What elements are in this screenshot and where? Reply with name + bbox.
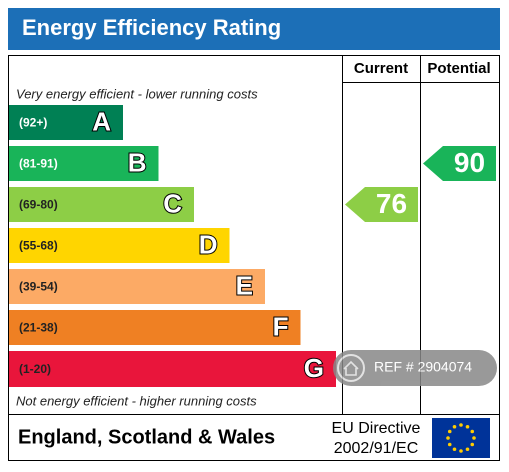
band [9,351,336,387]
rating-value: 76 [376,188,407,219]
title-bar [8,8,500,50]
band [9,187,194,222]
flag-star [452,447,457,452]
bottom-note: Not energy efficient - higher running co… [16,393,257,408]
band-letter: C [163,188,182,218]
frame [8,55,500,461]
flag-star [459,423,463,427]
directive: 2002/91/EC [334,440,419,457]
watermark-icon [337,354,365,382]
watermark-icon [343,360,359,376]
rating-arrow [423,146,496,181]
band-letter: D [199,229,218,259]
band-range: (55-68) [19,239,58,253]
region: England, Scotland & Wales [18,426,275,448]
band [9,228,230,263]
band-letter: E [236,270,253,300]
band-range: (39-54) [19,280,58,294]
watermark-pill [333,350,497,386]
flag-star [465,424,470,429]
rating-value: 90 [454,147,485,178]
band-range: (21-38) [19,321,58,335]
band [9,269,265,304]
flag-star [459,449,463,453]
flag-star [447,442,452,447]
flag-star [470,429,475,434]
band [9,146,159,181]
flag-star [447,429,452,434]
watermark: REF # 2904074 [333,350,497,386]
band-letter: A [92,106,111,136]
band-range: (92+) [19,116,47,130]
column-header: Current [354,60,408,77]
band-range: (69-80) [19,198,58,212]
rating-arrow [345,187,418,222]
watermark-text: REF # 2904074 [374,359,472,375]
flag-star [446,436,450,440]
band [9,310,301,345]
directive: EU Directive [332,420,421,437]
top-note: Very energy efficient - lower running co… [16,86,258,101]
flag-star [472,436,476,440]
title: Energy Efficiency Rating [22,15,281,40]
eu-flag [432,418,490,458]
band-letter: G [304,353,324,383]
band [9,105,123,140]
flag-star [465,447,470,452]
band-range: (1-20) [19,362,51,376]
band-range: (81-91) [19,157,58,171]
column-header: Potential [427,60,490,77]
flag-star [452,424,457,429]
band-letter: B [128,147,147,177]
band-letter: F [273,311,289,341]
flag-star [470,442,475,447]
